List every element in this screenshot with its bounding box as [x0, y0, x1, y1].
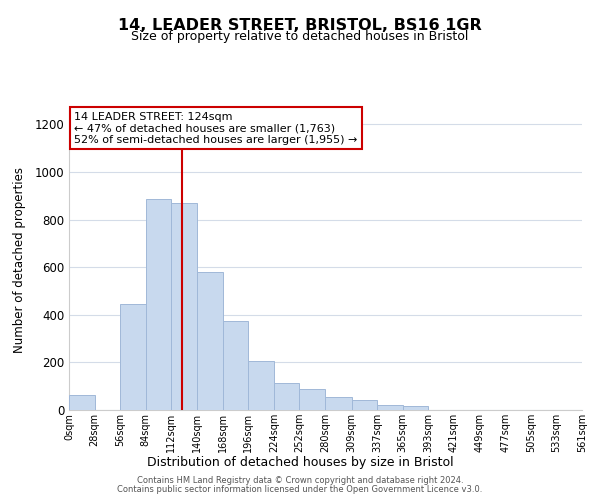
Bar [146, 200, 172, 410]
Bar [377, 405, 403, 410]
Text: Size of property relative to detached houses in Bristol: Size of property relative to detached ho… [131, 30, 469, 43]
Y-axis label: Number of detached properties: Number of detached properties [13, 167, 26, 353]
Bar [299, 388, 325, 410]
Bar [248, 361, 274, 410]
Text: Distribution of detached houses by size in Bristol: Distribution of detached houses by size … [146, 456, 454, 469]
Bar [352, 400, 377, 410]
Text: Contains public sector information licensed under the Open Government Licence v3: Contains public sector information licen… [118, 485, 482, 494]
Bar [172, 203, 197, 410]
Bar [274, 382, 299, 410]
Bar [403, 406, 428, 410]
Text: Contains HM Land Registry data © Crown copyright and database right 2024.: Contains HM Land Registry data © Crown c… [137, 476, 463, 485]
Text: 14, LEADER STREET, BRISTOL, BS16 1GR: 14, LEADER STREET, BRISTOL, BS16 1GR [118, 18, 482, 32]
Text: 14 LEADER STREET: 124sqm
← 47% of detached houses are smaller (1,763)
52% of sem: 14 LEADER STREET: 124sqm ← 47% of detach… [74, 112, 358, 144]
Bar [69, 394, 95, 410]
Bar [325, 397, 352, 410]
Bar [223, 320, 248, 410]
Bar [120, 304, 146, 410]
Bar [197, 272, 223, 410]
